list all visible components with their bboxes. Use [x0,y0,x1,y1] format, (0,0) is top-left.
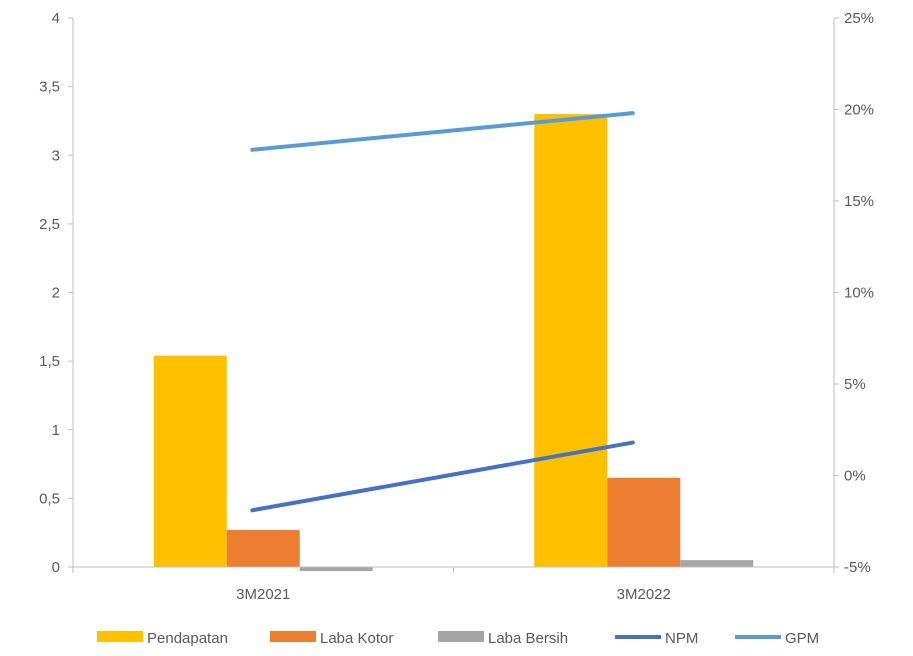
x-category-label: 3M2022 [617,586,671,603]
bar-laba-bersih-3m2022 [680,560,754,567]
legend-label: GPM [785,630,819,647]
left-tick-label: 1,5 [39,353,60,370]
left-tick-label: 0,5 [39,490,60,507]
bar-pendapatan-3m2021 [153,355,227,567]
bar-laba-kotor-3m2022 [607,477,681,567]
legend-label: NPM [665,630,698,647]
left-tick-label: 3 [52,147,60,164]
right-tick-label: 0% [844,468,866,485]
bar-laba-kotor-3m2021 [226,529,300,567]
bar-laba-bersih-3m2021 [299,567,373,572]
legend-label: Laba Bersih [488,630,568,647]
legend-label: Pendapatan [147,630,228,647]
legend-swatch-pendapatan [97,631,143,642]
line-gpm [250,111,635,152]
right-tick-label: -5% [844,559,871,576]
line-npm [250,440,635,513]
left-tick-label: 0 [52,559,60,576]
legend-label: Laba Kotor [320,630,393,647]
left-tick-label: 2 [52,285,60,302]
left-tick-label: 1 [52,422,60,439]
right-tick-label: 25% [844,10,874,27]
x-category-label: 3M2021 [236,586,290,603]
legend-swatch-laba-kotor [270,631,316,642]
right-tick-label: 20% [844,102,874,119]
legend-swatch-laba-bersih [438,631,484,642]
right-tick-label: 5% [844,376,866,393]
bar-pendapatan-3m2022 [534,114,608,567]
right-tick-label: 15% [844,193,874,210]
left-tick-label: 3,5 [39,79,60,96]
right-tick-label: 10% [844,285,874,302]
left-tick-label: 2,5 [39,216,60,233]
left-tick-label: 4 [52,10,60,27]
